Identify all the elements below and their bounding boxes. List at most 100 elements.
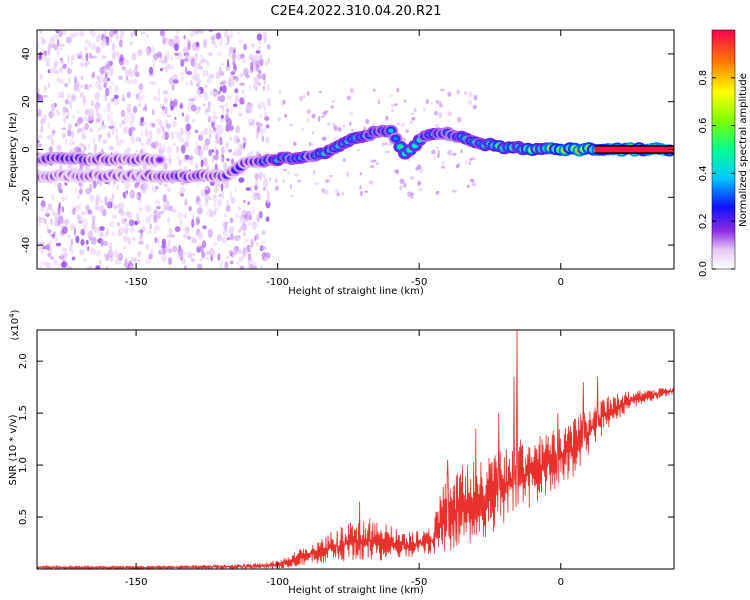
noise-mark (88, 112, 94, 121)
noise-mark (180, 193, 185, 197)
noise-mark (53, 62, 58, 68)
noise-mark (174, 43, 179, 52)
noise-mark (274, 178, 278, 184)
noise-mark (266, 97, 271, 107)
noise-mark (112, 52, 117, 60)
noise-mark (157, 211, 161, 220)
noise-mark (118, 39, 123, 48)
noise-mark (197, 207, 203, 215)
noise-mark (128, 264, 134, 269)
noise-mark (255, 50, 261, 54)
noise-mark (108, 241, 113, 251)
noise-mark (261, 245, 267, 251)
noise-mark (70, 238, 74, 247)
noise-mark (254, 173, 259, 180)
colorbar-gradient (712, 30, 735, 269)
noise-mark (182, 47, 189, 54)
noise-mark (391, 109, 394, 113)
noise-mark (239, 72, 244, 78)
noise-mark (191, 118, 196, 124)
noise-mark (215, 139, 221, 144)
noise-mark (123, 126, 127, 134)
noise-mark (209, 89, 214, 97)
noise-mark (213, 202, 217, 208)
noise-mark (202, 157, 208, 167)
noise-mark (207, 52, 213, 57)
noise-mark (251, 43, 255, 48)
noise-mark (190, 253, 196, 257)
noise-mark (238, 149, 243, 157)
noise-mark (222, 220, 226, 229)
noise-mark (107, 132, 110, 139)
noise-mark (102, 240, 109, 247)
noise-mark (337, 127, 342, 132)
noise-mark (47, 229, 52, 234)
noise-mark (258, 40, 262, 46)
noise-mark (54, 234, 58, 243)
noise-mark (101, 74, 104, 78)
noise-mark (192, 74, 198, 78)
noise-mark (313, 169, 316, 176)
noise-mark (256, 33, 262, 41)
noise-mark (225, 222, 228, 229)
noise-mark (179, 138, 185, 143)
noise-mark (228, 52, 232, 57)
noise-mark (434, 123, 440, 129)
noise-mark (61, 226, 68, 235)
snr-x-tick-label: 0 (558, 577, 564, 588)
noise-mark (261, 135, 265, 142)
noise-mark (239, 265, 245, 269)
noise-mark (227, 36, 230, 45)
noise-mark (225, 141, 229, 150)
noise-mark (156, 127, 160, 136)
noise-mark (432, 155, 437, 160)
noise-mark (211, 121, 215, 128)
noise-mark (240, 224, 246, 231)
noise-mark (56, 144, 63, 152)
noise-mark (456, 89, 461, 95)
noise-mark (470, 178, 474, 182)
noise-mark (106, 104, 111, 113)
noise-mark (203, 92, 209, 101)
noise-mark (103, 77, 108, 85)
noise-mark (162, 194, 167, 203)
noise-mark (188, 55, 192, 64)
noise-mark (324, 110, 329, 113)
noise-mark (277, 144, 282, 147)
noise-mark (148, 214, 153, 218)
noise-mark (150, 44, 155, 54)
noise-mark (238, 256, 241, 262)
noise-mark (243, 199, 246, 204)
noise-mark (409, 176, 415, 180)
noise-mark (46, 223, 49, 232)
noise-mark (50, 103, 55, 107)
noise-mark (172, 64, 175, 71)
noise-mark (171, 120, 177, 127)
noise-mark (178, 191, 182, 195)
noise-mark (131, 52, 137, 61)
noise-mark (159, 30, 166, 37)
heatmap-x-tick-label: -50 (411, 277, 427, 288)
noise-mark (242, 136, 246, 142)
noise-mark (393, 169, 399, 174)
noise-mark (274, 185, 279, 191)
noise-mark (187, 155, 194, 160)
noise-mark (235, 125, 241, 134)
noise-mark (200, 147, 205, 154)
snr-x-ticks: -150 -100 -50 0 (125, 330, 564, 588)
noise-mark (121, 94, 125, 99)
noise-mark (255, 177, 259, 187)
noise-mark (218, 184, 221, 188)
noise-mark (203, 103, 206, 107)
noise-mark (67, 76, 71, 84)
noise-mark (248, 263, 254, 269)
noise-mark (219, 136, 223, 146)
noise-mark (66, 194, 68, 200)
noise-mark (306, 117, 310, 123)
noise-mark (130, 126, 136, 132)
noise-mark (154, 237, 158, 244)
noise-mark (168, 157, 172, 167)
noise-mark (140, 116, 145, 124)
noise-mark (208, 196, 213, 201)
noise-mark (455, 164, 459, 169)
